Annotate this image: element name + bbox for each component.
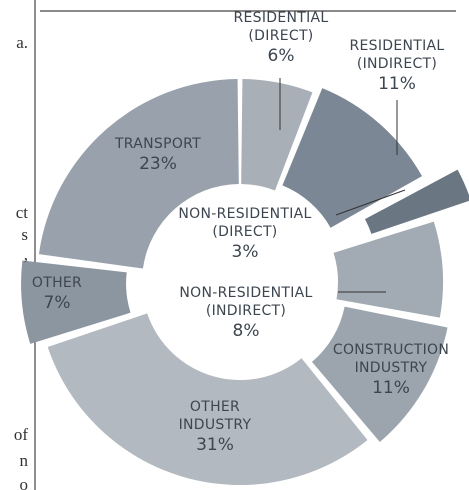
slice xyxy=(282,88,422,228)
slice-value: 31% xyxy=(196,435,234,455)
slice-label: RESIDENTIAL (INDIRECT) xyxy=(349,38,444,72)
slice-label: OTHER xyxy=(32,275,82,291)
slice-value: 3% xyxy=(232,242,259,262)
slice-label: RESIDENTIAL (DIRECT) xyxy=(233,10,328,44)
leader-line xyxy=(335,189,406,216)
slice-value: 6% xyxy=(268,46,295,66)
slice xyxy=(21,260,131,344)
slice-label: CONSTRUCTION INDUSTRY xyxy=(333,342,449,376)
margin-text: s xyxy=(21,225,28,244)
margin-text: of xyxy=(14,425,29,444)
margin-text: , xyxy=(24,245,28,264)
slice xyxy=(364,169,469,234)
margin-text: o xyxy=(20,475,29,490)
slice-value: 23% xyxy=(139,154,177,174)
slice-label: NON-RESIDENTIAL (INDIRECT) xyxy=(179,285,312,319)
margin-text: ct xyxy=(16,203,29,222)
slice-label: TRANSPORT xyxy=(114,136,201,152)
slice xyxy=(241,79,313,191)
slice xyxy=(38,79,239,269)
slice xyxy=(311,306,448,442)
slice-value: 8% xyxy=(233,321,260,341)
slice xyxy=(333,221,443,318)
labels: RESIDENTIAL (DIRECT)6% RESIDENTIAL (INDIREC… xyxy=(32,10,449,455)
slices xyxy=(21,79,469,486)
slice-value: 7% xyxy=(44,293,71,313)
slice-value: 11% xyxy=(372,378,410,398)
slice-label: NON-RESIDENTIAL (DIRECT) xyxy=(178,206,311,240)
slice xyxy=(47,313,368,486)
margin-text: a. xyxy=(16,33,28,52)
slice-value: 11% xyxy=(378,74,416,94)
margin-text: n xyxy=(20,451,29,470)
slice-label: OTHER INDUSTRY xyxy=(179,399,252,433)
